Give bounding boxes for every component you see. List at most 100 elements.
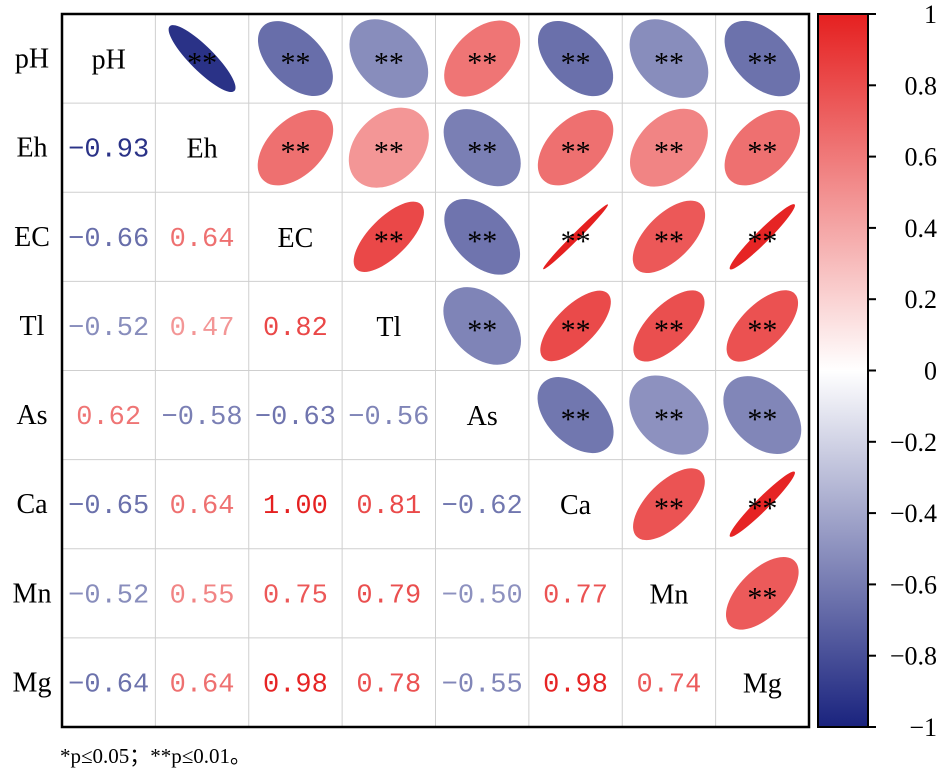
- significance-marker: **: [467, 136, 497, 169]
- row-label: EC: [14, 222, 50, 253]
- matrix-frame: [60, 12, 811, 729]
- significance-marker: **: [467, 314, 497, 347]
- correlation-value: −0.58: [162, 403, 243, 433]
- significance-marker: **: [747, 581, 777, 614]
- row-label: Tl: [20, 311, 45, 342]
- correlation-ellipse: [353, 201, 424, 272]
- correlation-ellipse: [537, 109, 614, 186]
- diagonal-label: pH: [92, 45, 126, 76]
- correlation-ellipse: [629, 19, 709, 98]
- significance-marker: **: [561, 314, 591, 347]
- colorbar-tick-label: 0: [924, 357, 937, 386]
- correlation-value: −0.93: [68, 136, 149, 166]
- significance-marker: **: [187, 47, 217, 80]
- significance-marker: **: [280, 136, 310, 169]
- correlation-ellipse: [629, 375, 709, 455]
- correlation-value: −0.55: [442, 670, 523, 700]
- correlation-ellipse: [349, 19, 429, 98]
- correlation-value: 0.62: [76, 403, 141, 433]
- correlation-value: −0.56: [348, 403, 429, 433]
- significance-marker: **: [654, 136, 684, 169]
- significance-marker: **: [561, 403, 591, 436]
- correlation-value: 0.98: [263, 670, 328, 700]
- significance-marker: **: [747, 47, 777, 80]
- significance-marker: **: [561, 136, 591, 169]
- correlation-ellipse: [629, 108, 708, 187]
- significance-marker: **: [374, 47, 404, 80]
- colorbar-tick-label: 1: [924, 0, 937, 29]
- correlation-ellipse: [729, 471, 795, 537]
- significance-marker: **: [654, 492, 684, 525]
- correlation-ellipse: [540, 290, 611, 362]
- significance-marker: **: [654, 47, 684, 80]
- correlation-value: −0.64: [68, 670, 149, 700]
- colorbar-tick-label: −0.4: [890, 499, 937, 528]
- correlation-value: 0.82: [263, 314, 328, 344]
- significance-marker: **: [374, 225, 404, 258]
- correlation-value: 0.74: [637, 670, 702, 700]
- correlation-ellipse: [168, 25, 236, 93]
- significance-marker: **: [467, 225, 497, 258]
- row-label: pH: [15, 44, 49, 75]
- grid-lines: [62, 14, 809, 727]
- correlation-ellipse: [444, 198, 521, 275]
- diagonal-label: EC: [278, 223, 314, 254]
- correlation-ellipse: [348, 107, 429, 188]
- correlation-value: −0.65: [68, 492, 149, 522]
- row-label: Mg: [13, 667, 52, 698]
- correlation-value: 0.64: [170, 670, 235, 700]
- correlation-value: 0.64: [170, 225, 235, 255]
- significance-marker: **: [654, 314, 684, 347]
- correlation-ellipse: [729, 204, 795, 270]
- row-label: Ca: [16, 489, 48, 520]
- correlation-ellipse: [257, 109, 334, 186]
- correlation-ellipse: [537, 20, 614, 97]
- correlation-ellipse: [443, 109, 521, 187]
- correlation-ellipse: [726, 290, 799, 362]
- diagonal-label: Ca: [560, 490, 592, 521]
- significance-marker: **: [561, 47, 591, 80]
- correlation-ellipse: [724, 109, 801, 186]
- colorbar-tick-label: 0.8: [905, 71, 938, 100]
- diagonal-label: Mg: [743, 668, 782, 699]
- significance-marker: **: [747, 492, 777, 525]
- correlation-value: 1.00: [263, 492, 328, 522]
- correlation-value: −0.63: [255, 403, 336, 433]
- correlation-ellipse: [543, 204, 609, 270]
- significance-marker: **: [280, 47, 310, 80]
- correlation-ellipse: [257, 21, 333, 97]
- correlation-ellipse: [633, 468, 705, 541]
- matrix-cells: pH ** ** ** ** ** ** ** −0.93 Eh ** ** ** ** ** ** −0.66…: [68, 19, 802, 700]
- colorbar: [817, 13, 869, 728]
- diagonal-label: As: [467, 401, 498, 432]
- colorbar-tick-label: 0.4: [905, 214, 938, 243]
- correlation-ellipse: [633, 290, 705, 362]
- colorbar-tick-label: 0.2: [905, 285, 938, 314]
- colorbar-tick-label: −0.6: [890, 570, 937, 599]
- correlation-ellipse: [723, 376, 802, 455]
- significance-footnote: *p≤0.05；**p≤0.01。: [60, 744, 252, 768]
- significance-marker: **: [747, 314, 777, 347]
- colorbar-ticks: 1 0.8 0.6 0.4 0.2 0 −0.2 −0.4 −0.6 −0.8 −1: [868, 0, 937, 742]
- correlation-value: −0.52: [68, 581, 149, 611]
- significance-marker: **: [654, 225, 684, 258]
- row-label: Eh: [16, 133, 47, 164]
- correlation-value: −0.50: [442, 581, 523, 611]
- correlation-value: 0.79: [356, 581, 421, 611]
- correlation-ellipse: [725, 556, 799, 630]
- correlation-ellipse: [443, 287, 522, 365]
- correlation-ellipse: [724, 20, 801, 97]
- diagonal-label: Tl: [376, 312, 401, 343]
- correlation-value: 0.81: [356, 492, 421, 522]
- colorbar-tick-label: 0.6: [905, 143, 938, 172]
- row-labels: pH Eh EC Tl As Ca Mn Mg: [13, 44, 52, 699]
- correlation-ellipse: [632, 200, 706, 273]
- significance-marker: **: [747, 403, 777, 436]
- diagonal-label: Eh: [187, 134, 218, 165]
- row-label: As: [16, 400, 47, 431]
- correlation-ellipse: [537, 377, 614, 454]
- correlation-value: 0.75: [263, 581, 328, 611]
- significance-marker: **: [467, 47, 497, 80]
- colorbar-tick-label: −1: [909, 713, 937, 742]
